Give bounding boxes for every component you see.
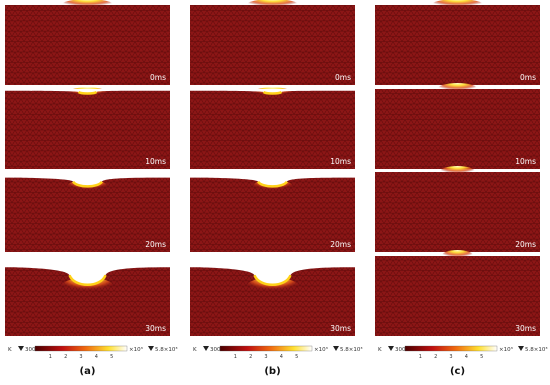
simulation-panel: 20ms — [190, 172, 355, 252]
min-marker — [388, 346, 394, 351]
crater — [5, 172, 170, 187]
column-caption: (b) — [264, 366, 280, 377]
colorbar-min: 300 — [395, 347, 406, 353]
min-marker — [18, 346, 24, 351]
colorbar-min: 300 — [25, 347, 36, 353]
crater — [190, 256, 355, 285]
crater — [190, 89, 355, 94]
hotspot — [60, 277, 115, 299]
colorbar-tick: 3 — [264, 354, 267, 360]
colorbar-tick: 2 — [249, 354, 252, 360]
colorbar-tick: 1 — [419, 354, 422, 360]
colorbar-scale: ×10³ — [499, 346, 513, 353]
colorbar-tick: 2 — [434, 354, 437, 360]
melt-rim — [68, 274, 107, 287]
time-label: 0ms — [520, 73, 536, 82]
colorbar: K 300 1 2 3 4 5 ×10³ 5.8×10³ — [8, 345, 178, 360]
colorbar-tick: 5 — [480, 354, 483, 360]
time-label: 0ms — [150, 73, 166, 82]
min-marker — [203, 346, 209, 351]
colorbar-tick: 5 — [110, 354, 113, 360]
simulation-panel: 20ms — [5, 172, 170, 252]
colorbar-max: 5.8×10³ — [525, 346, 548, 353]
simulation-panel: 10ms — [375, 83, 540, 169]
colorbar-tick: 3 — [79, 354, 82, 360]
time-label: 10ms — [515, 157, 536, 166]
mesh-background — [375, 5, 540, 85]
colorbar-tick: 1 — [234, 354, 237, 360]
time-label: 0ms — [335, 73, 351, 82]
simulation-panel: 10ms — [190, 87, 355, 169]
colorbar-unit: K — [378, 347, 382, 353]
colorbar-unit: K — [193, 347, 197, 353]
time-label: 20ms — [145, 240, 166, 249]
melt-rim — [253, 274, 292, 287]
colorbar-gradient — [34, 345, 128, 352]
time-label: 30ms — [145, 324, 166, 333]
colorbar-gradient — [404, 345, 498, 352]
mesh-background — [375, 256, 540, 336]
colorbar-tick: 2 — [64, 354, 67, 360]
simulation-panel: 30ms — [190, 256, 355, 336]
colorbar-tick: 5 — [295, 354, 298, 360]
melt-rim — [77, 90, 98, 95]
time-label: 30ms — [515, 324, 536, 333]
colorbar-scale: ×10³ — [129, 346, 143, 353]
mesh-background — [5, 5, 170, 85]
colorbar-min: 300 — [210, 347, 221, 353]
simulation-panel: 30ms — [375, 250, 540, 336]
hotspot — [245, 277, 300, 299]
colorbar: K 300 1 2 3 4 5 ×10³ 5.8×10³ — [193, 345, 363, 360]
max-marker — [148, 346, 154, 351]
simulation-panel: 0ms — [190, 0, 355, 85]
simulation-panel: 0ms — [375, 0, 540, 85]
simulation-panel: 0ms — [5, 0, 170, 85]
time-label: 20ms — [330, 240, 351, 249]
time-label: 30ms — [330, 324, 351, 333]
colorbar: K 300 1 2 3 4 5 ×10³ 5.8×10³ — [378, 345, 548, 360]
time-label: 10ms — [145, 157, 166, 166]
hotspot — [441, 250, 474, 262]
max-marker — [518, 346, 524, 351]
colorbar-gradient — [219, 345, 313, 352]
crater — [5, 256, 170, 285]
hotspot — [246, 0, 299, 11]
time-label: 10ms — [330, 157, 351, 166]
simulation-panel: 30ms — [5, 256, 170, 336]
hotspot — [437, 83, 478, 95]
colorbar-max: 5.8×10³ — [340, 346, 363, 353]
crater — [5, 89, 170, 94]
column-caption: (c) — [450, 366, 465, 377]
hotspot — [439, 166, 476, 178]
simulation-panel: 20ms — [375, 166, 540, 252]
mesh-background — [375, 172, 540, 252]
time-label: 20ms — [515, 240, 536, 249]
hotspot — [61, 0, 114, 11]
melt-rim — [262, 90, 283, 95]
mesh-background — [5, 89, 170, 169]
mesh-background — [190, 5, 355, 85]
colorbar-tick: 4 — [95, 354, 98, 360]
crater — [190, 172, 355, 187]
mesh-background — [375, 89, 540, 169]
max-marker — [333, 346, 339, 351]
melt-rim — [72, 180, 103, 188]
hotspot — [431, 0, 484, 11]
colorbar-tick: 4 — [465, 354, 468, 360]
colorbar-unit: K — [8, 347, 12, 353]
colorbar-scale: ×10³ — [314, 346, 328, 353]
mesh-background — [190, 89, 355, 169]
melt-rim — [257, 180, 288, 188]
simulation-panel: 10ms — [5, 87, 170, 169]
colorbar-tick: 3 — [449, 354, 452, 360]
column-caption: (a) — [80, 366, 96, 377]
colorbar-tick: 4 — [280, 354, 283, 360]
colorbar-max: 5.8×10³ — [155, 346, 178, 353]
colorbar-tick: 1 — [49, 354, 52, 360]
